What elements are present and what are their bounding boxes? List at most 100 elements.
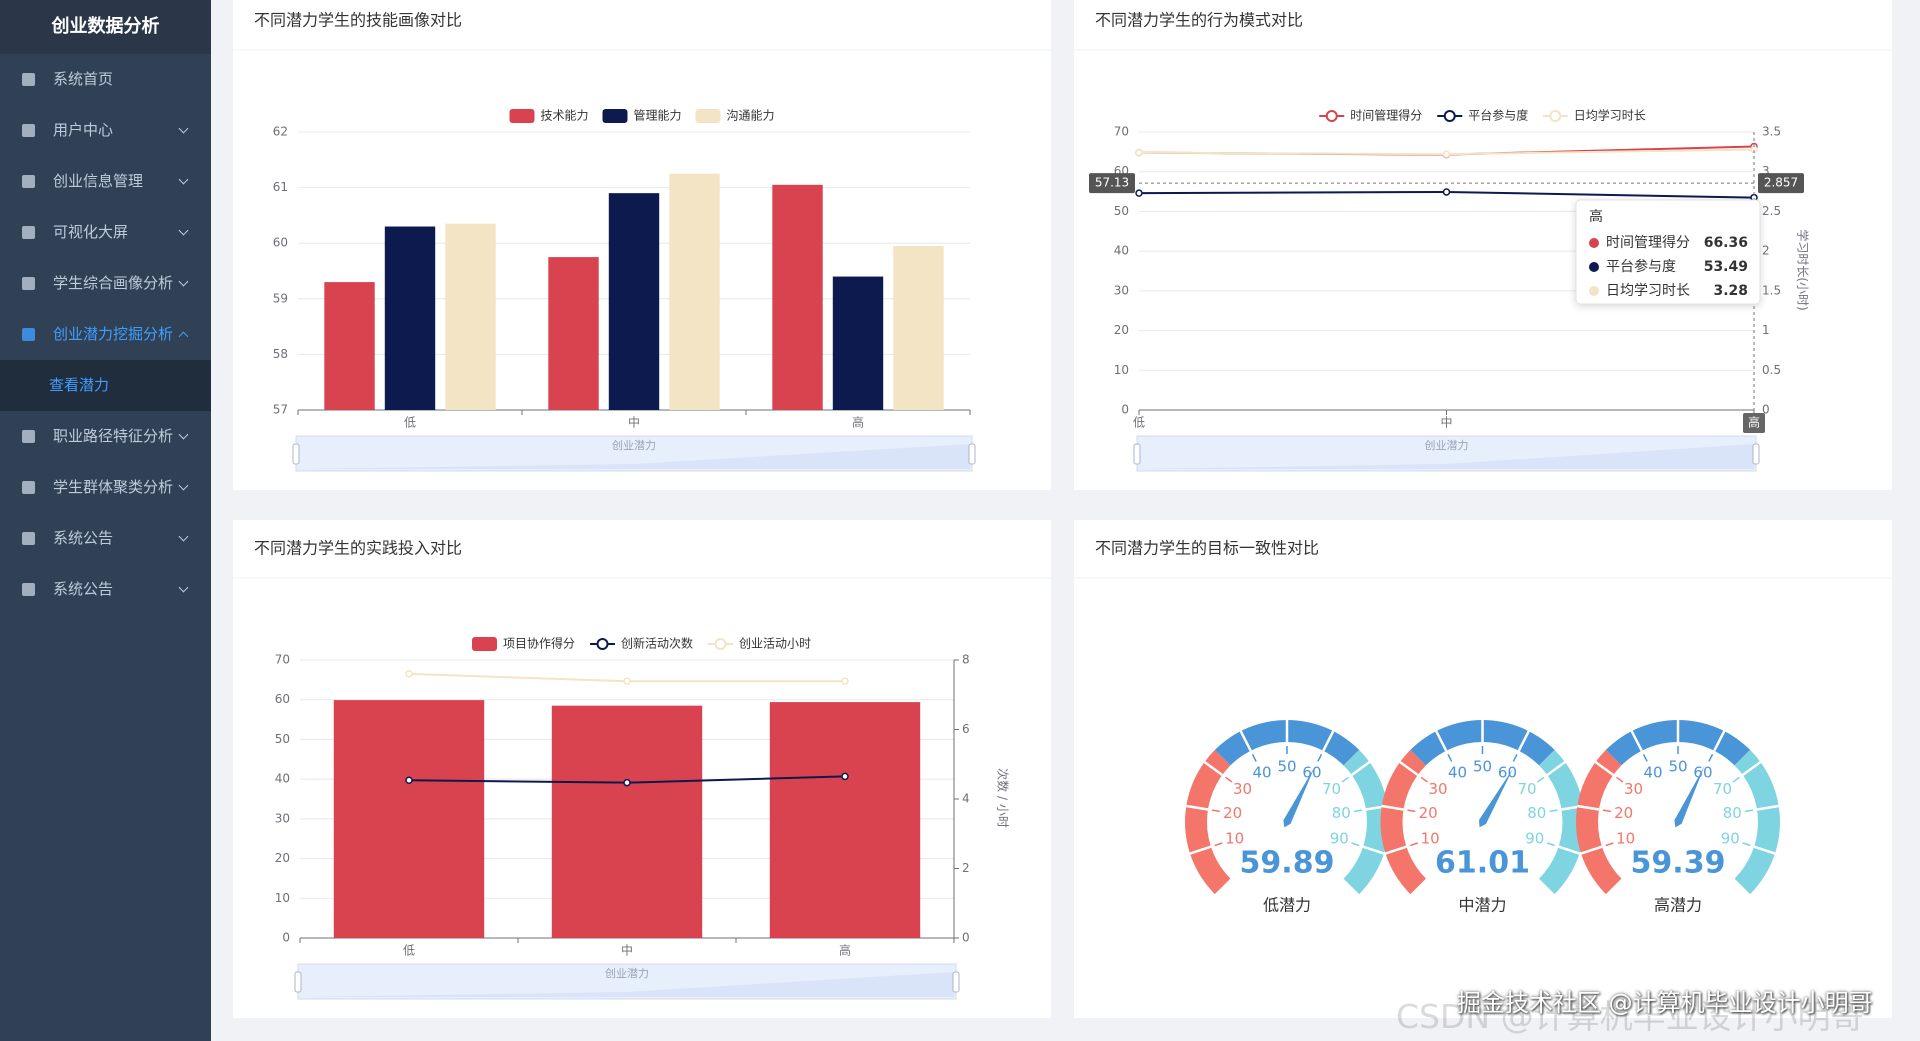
gauge-tick-label: 80: [1723, 804, 1742, 822]
gauge-tick: [1732, 776, 1740, 783]
gauge-split: [1741, 761, 1762, 776]
legend-label: 时间管理得分: [1350, 108, 1422, 123]
chart-title: 不同潜力学生的技能画像对比: [254, 11, 462, 30]
gauge-tick: [1420, 776, 1428, 783]
menu-icon: [22, 73, 35, 86]
gauge-split: [1350, 761, 1371, 776]
gauge-pointer: [1479, 768, 1514, 828]
data-zoom-handle: [1752, 443, 1760, 465]
gauge-band: [1410, 720, 1555, 766]
gauge-tick: [1642, 753, 1648, 762]
y-tick-label: 30: [1114, 283, 1129, 297]
gauge-tick-label: 70: [1517, 780, 1536, 798]
axis-pointer-box: [1089, 173, 1135, 194]
y-tick-label: 0: [282, 931, 290, 945]
y-tick-label: 60: [275, 692, 290, 706]
menu-label: 可视化大屏: [53, 223, 129, 241]
gauge-tick-label: 10: [1421, 829, 1440, 847]
y-tick-label: 20: [275, 851, 290, 865]
menu-arrow: [178, 480, 189, 491]
gauge-split: [1381, 804, 1404, 811]
legend-label: 管理能力: [634, 108, 682, 123]
y2-axis-label: 学习时长(小时): [1796, 229, 1811, 310]
gauge-tick: [1409, 842, 1419, 847]
gauge-tick: [1616, 776, 1624, 783]
gauge-tick: [1317, 753, 1323, 762]
menu-icon: [22, 481, 35, 494]
menu-label: 创业信息管理: [53, 172, 144, 190]
gauge-band: [1380, 749, 1426, 895]
tooltip-marker: [1589, 286, 1599, 296]
gauge-tick-label: 20: [1223, 804, 1242, 822]
y-tick-label: 40: [1114, 244, 1129, 258]
menu-arrow: [178, 123, 189, 134]
menu-item[interactable]: 创业信息管理: [0, 156, 211, 207]
bar: [324, 282, 375, 410]
tooltip-box: [1575, 199, 1761, 305]
gauge-tick: [1351, 842, 1360, 847]
x-tick-label: 中: [1440, 415, 1452, 430]
menu-arrow: [178, 174, 189, 185]
x-tick-label: 中: [621, 943, 633, 958]
menu-label: 创业潜力挖掘分析: [53, 325, 174, 343]
gauge-tick-label: 60: [1498, 763, 1517, 781]
y2-tick-label: 3: [1762, 164, 1770, 178]
menu-item[interactable]: 系统公告: [0, 513, 211, 564]
x-tick-label: 低: [404, 416, 416, 430]
data-zoom-handle: [1133, 443, 1141, 465]
gauge-value: 61.01: [1435, 846, 1530, 881]
menu-item[interactable]: 创业潜力挖掘分析: [0, 309, 211, 360]
y-tick-label: 70: [1114, 125, 1129, 139]
menu-item[interactable]: 系统公告: [0, 564, 211, 615]
menu-item[interactable]: 可视化大屏: [0, 207, 211, 258]
y-tick-label: 0: [1121, 403, 1129, 417]
gauge-tick-label: 40: [1643, 763, 1662, 781]
gauge-split: [1186, 804, 1209, 811]
gauge-band: [1539, 749, 1585, 895]
x-axis-label: 创业潜力: [1425, 438, 1469, 452]
bar: [832, 276, 884, 410]
gauge-split: [1517, 730, 1530, 752]
y2-tick-label: 0: [962, 931, 970, 945]
y2-tick-label: 2.5: [1762, 204, 1781, 218]
gauge-split: [1189, 845, 1212, 855]
menu-item[interactable]: 学生综合画像分析: [0, 258, 211, 309]
gauge-tick: [1745, 809, 1754, 813]
gauge-tick: [1251, 753, 1257, 762]
y-tick-label: 57: [273, 403, 288, 417]
menu-icon: [22, 430, 35, 443]
chart-panel: 不同潜力学生的技能画像对比 57 58 59 60 61 62 低 中 高创业潜力 技术能力 管理能力…: [233, 0, 1051, 490]
y-tick-label: 60: [273, 236, 288, 250]
legend-label: 技术能力: [541, 109, 589, 123]
bar: [548, 257, 599, 410]
data-zoom-handle: [292, 443, 300, 465]
menu-item[interactable]: 学生群体聚类分析: [0, 462, 211, 513]
gauge-split: [1239, 730, 1252, 752]
y2-tick-label: 0.5: [1762, 363, 1781, 377]
data-zoom-handle: [968, 443, 976, 465]
submenu-item[interactable]: 查看潜力: [0, 360, 211, 411]
menu-item[interactable]: 用户中心: [0, 105, 211, 156]
gauge-tick: [1512, 753, 1518, 762]
legend-icon: [695, 109, 721, 123]
point: [841, 677, 849, 685]
gauge-tick: [1546, 842, 1556, 847]
menu-icon: [22, 175, 35, 188]
gauge-tick-label: 80: [1527, 804, 1546, 822]
gauge-pointer: [1674, 765, 1705, 828]
menu-icon: [22, 277, 35, 290]
menu-label: 系统公告: [53, 529, 114, 547]
menu-item[interactable]: 职业路径特征分析: [0, 411, 211, 462]
menu-item[interactable]: 系统首页: [0, 54, 211, 105]
chart-panel: 不同潜力学生的实践投入对比 0 10 20 30 40 50 60 70 0 2 4 6 8 次数 / 小时…: [233, 520, 1051, 1018]
gauge-split: [1203, 761, 1224, 776]
gauge-split: [1435, 730, 1448, 752]
y-tick-label: 62: [273, 125, 288, 139]
gauge-label: 中潜力: [1458, 896, 1506, 915]
y-tick-label: 58: [273, 347, 288, 361]
legend-label: 平台参与度: [1468, 108, 1528, 123]
y-tick-label: 10: [1114, 363, 1129, 377]
menu-arrow: [178, 225, 189, 236]
chart: 不同潜力学生的目标一致性对比10203040506070809059.89低潜力…: [1074, 539, 1892, 915]
